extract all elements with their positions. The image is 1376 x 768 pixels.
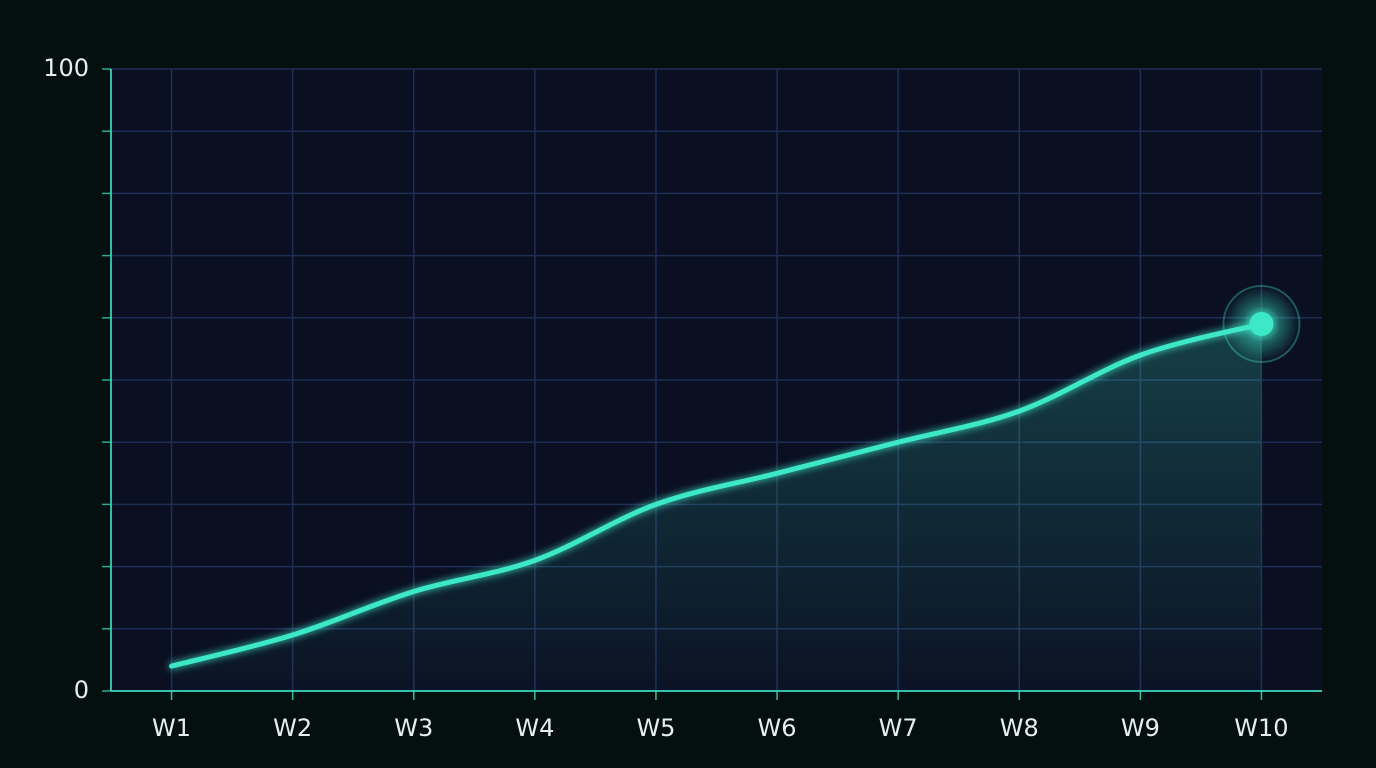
x-tick-label: W2: [273, 714, 312, 742]
area: [171, 324, 1262, 691]
x-tick-label: W8: [1000, 714, 1039, 742]
y-tick-label: 0: [74, 676, 89, 704]
x-tick-label: W10: [1234, 714, 1288, 742]
x-tick-label: W3: [394, 714, 433, 742]
x-tick-label: W5: [636, 714, 675, 742]
x-tick-label: W7: [879, 714, 918, 742]
x-tick-label: W4: [515, 714, 554, 742]
line: [169, 321, 1264, 669]
x-tick-label: W1: [152, 714, 191, 742]
y-tick-label: 100: [43, 54, 89, 82]
x-tick-label: W6: [758, 714, 797, 742]
end-point: [1249, 312, 1274, 337]
x-tick-label: W9: [1121, 714, 1160, 742]
